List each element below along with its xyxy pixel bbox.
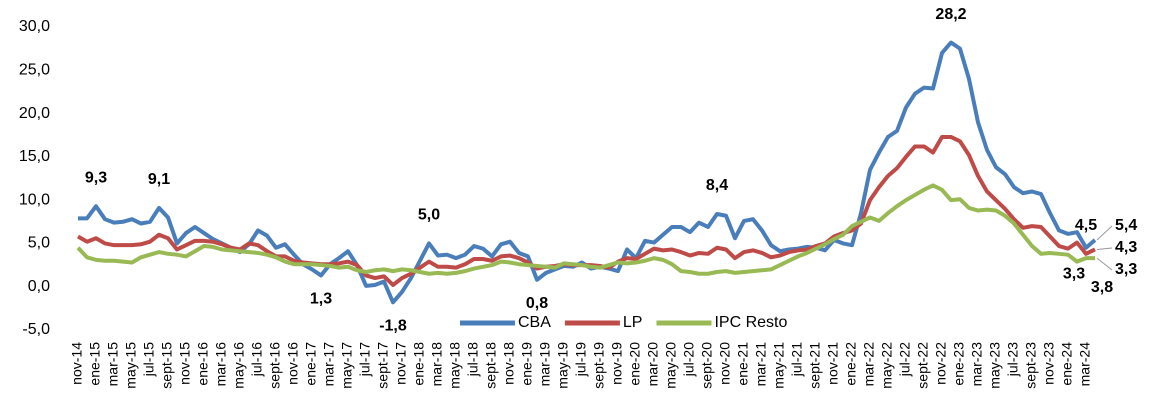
- data-label: 28,2: [935, 6, 966, 23]
- data-label: -1,8: [379, 318, 407, 335]
- y-tick-label: 30,0: [19, 18, 50, 35]
- x-tick-label: mar-23: [969, 342, 985, 387]
- x-tick-label: jul-17: [357, 342, 373, 377]
- x-tick-label: may-15: [123, 342, 139, 389]
- x-tick-label: sept-23: [1023, 342, 1039, 389]
- data-label: 3,3: [1115, 261, 1137, 278]
- leader-line: [1096, 247, 1113, 250]
- x-tick-label: ene-16: [195, 342, 211, 386]
- x-tick-label: sept-20: [699, 342, 715, 389]
- x-tick-label: jul-22: [897, 342, 913, 377]
- x-tick-label: nov-20: [717, 342, 733, 385]
- x-tick-label: mar-18: [429, 342, 445, 387]
- data-label: 1,3: [310, 291, 332, 308]
- x-tick-label: mar-17: [321, 342, 337, 387]
- x-tick-label: jul-23: [1005, 342, 1021, 377]
- data-label: 4,5: [1075, 217, 1097, 234]
- x-tick-label: may-19: [555, 342, 571, 389]
- x-tick-label: sept-16: [267, 342, 283, 389]
- legend-label: IPC Resto: [714, 314, 787, 331]
- x-tick-label: nov-19: [609, 342, 625, 385]
- series-line: [76, 183, 1095, 276]
- x-tick-label: may-18: [447, 342, 463, 389]
- x-tick-label: nov-17: [393, 342, 409, 385]
- data-label: 4,3: [1115, 239, 1137, 256]
- x-tick-label: mar-22: [861, 342, 877, 387]
- data-label: 9,1: [148, 171, 170, 188]
- y-tick-label: 25,0: [19, 62, 50, 79]
- leader-line: [1096, 225, 1113, 241]
- x-tick-label: sept-17: [375, 342, 391, 389]
- data-label: 9,3: [85, 169, 107, 186]
- y-tick-label: 15,0: [19, 148, 50, 165]
- y-tick-label: 20,0: [19, 105, 50, 122]
- x-tick-label: mar-24: [1077, 342, 1093, 387]
- x-tick-label: jul-18: [465, 342, 481, 377]
- data-label: 3,8: [1091, 279, 1113, 296]
- x-tick-label: mar-16: [213, 342, 229, 387]
- x-tick-label: ene-21: [735, 342, 751, 386]
- x-tick-label: mar-19: [537, 342, 553, 387]
- x-tick-label: mar-15: [105, 342, 121, 387]
- y-tick-label: 0,0: [28, 278, 50, 295]
- data-label: 8,4: [706, 177, 728, 194]
- x-tick-label: sept-19: [591, 342, 607, 389]
- x-tick-label: nov-15: [177, 342, 193, 385]
- x-tick-label: sept-21: [807, 342, 823, 389]
- x-tick-label: jul-20: [681, 342, 697, 377]
- x-tick-label: mar-21: [753, 342, 769, 387]
- x-tick-label: may-17: [339, 342, 355, 389]
- data-label: 5,0: [418, 207, 440, 224]
- x-tick-label: mar-20: [645, 342, 661, 387]
- x-tick-label: may-23: [987, 342, 1003, 389]
- x-tick-label: jul-15: [141, 342, 157, 377]
- x-tick-label: jul-19: [573, 342, 589, 377]
- y-tick-label: 5,0: [28, 235, 50, 252]
- x-tick-label: sept-22: [915, 342, 931, 389]
- x-tick-label: nov-23: [1041, 342, 1057, 385]
- x-tick-label: may-21: [771, 342, 787, 389]
- x-tick-label: nov-16: [285, 342, 301, 385]
- leader-line: [1096, 257, 1113, 271]
- x-tick-label: ene-20: [627, 342, 643, 386]
- x-tick-label: ene-22: [843, 342, 859, 386]
- x-tick-label: ene-19: [519, 342, 535, 386]
- x-tick-label: nov-21: [825, 342, 841, 385]
- legend-label: CBA: [518, 314, 551, 331]
- x-tick-label: ene-24: [1059, 342, 1075, 386]
- x-tick-label: ene-23: [951, 342, 967, 386]
- data-label: 0,8: [526, 295, 548, 312]
- x-tick-label: may-20: [663, 342, 679, 389]
- x-tick-label: may-16: [231, 342, 247, 389]
- x-tick-label: sept-15: [159, 342, 175, 389]
- x-tick-label: ene-18: [411, 342, 427, 386]
- legend-label: LP: [623, 314, 643, 331]
- series-line: [77, 134, 1096, 287]
- x-tick-label: nov-18: [501, 342, 517, 385]
- y-tick-label: 10,0: [19, 191, 50, 208]
- data-label: 5,4: [1115, 217, 1137, 234]
- data-label: 3,3: [1063, 265, 1085, 282]
- x-tick-label: jul-16: [249, 342, 265, 377]
- x-tick-label: nov-22: [933, 342, 949, 385]
- x-tick-label: nov-14: [69, 342, 85, 385]
- x-tick-label: ene-15: [87, 342, 103, 386]
- x-tick-label: sept-18: [483, 342, 499, 389]
- x-tick-label: may-22: [879, 342, 895, 389]
- x-tick-label: jul-21: [789, 342, 805, 377]
- y-tick-label: -5,0: [22, 321, 50, 338]
- x-tick-label: ene-17: [303, 342, 319, 386]
